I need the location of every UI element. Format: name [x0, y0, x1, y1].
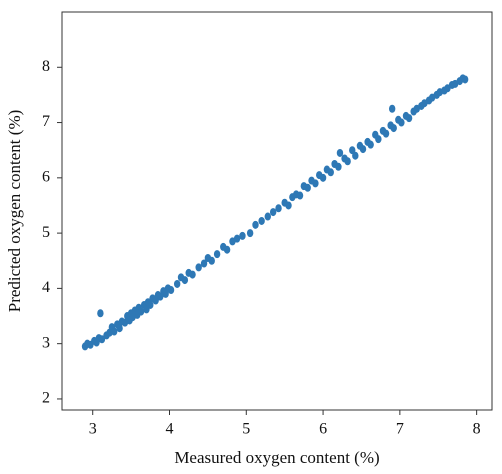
point	[312, 179, 319, 188]
point	[173, 279, 181, 288]
point	[97, 309, 104, 318]
point	[296, 191, 304, 200]
x-axis-title: Measured oxygen content (%)	[174, 448, 379, 467]
point	[208, 256, 215, 265]
y-tick-label: 4	[42, 279, 50, 296]
point	[223, 245, 231, 254]
point	[264, 212, 271, 221]
point	[359, 145, 367, 154]
point	[367, 140, 374, 149]
point	[213, 250, 221, 259]
y-tick-label: 3	[42, 334, 50, 351]
y-tick-label: 8	[42, 58, 50, 75]
x-tick-label: 5	[242, 421, 250, 438]
point	[319, 173, 327, 182]
point	[137, 307, 145, 316]
y-tick-label: 5	[42, 224, 50, 241]
point	[285, 201, 292, 210]
point	[405, 114, 413, 123]
point	[335, 162, 342, 171]
point	[382, 129, 390, 138]
point	[269, 208, 277, 217]
x-tick-label: 4	[166, 421, 174, 438]
point	[181, 276, 189, 285]
point	[246, 229, 254, 238]
point	[258, 216, 265, 225]
point	[336, 148, 344, 157]
point	[200, 259, 208, 268]
point	[304, 183, 311, 192]
x-tick-label: 6	[319, 421, 327, 438]
x-tick-label: 8	[473, 421, 481, 438]
point	[327, 168, 334, 177]
point	[239, 231, 246, 240]
point	[275, 204, 282, 213]
point	[252, 220, 259, 229]
y-axis-title: Predicted oxygen content (%)	[5, 110, 24, 313]
y-tick-label: 6	[42, 169, 50, 186]
point	[147, 300, 154, 309]
point	[461, 75, 469, 84]
point	[375, 135, 382, 144]
point	[167, 286, 175, 295]
point	[390, 124, 397, 133]
point	[398, 118, 405, 127]
point	[352, 151, 359, 160]
point	[116, 324, 123, 333]
point	[195, 263, 202, 272]
y-tick-label: 7	[42, 113, 50, 130]
plot-frame	[61, 11, 493, 411]
point	[233, 234, 241, 243]
y-tick-label: 2	[42, 390, 50, 407]
point	[388, 104, 396, 113]
point	[111, 327, 118, 336]
x-tick-label: 7	[396, 421, 404, 438]
point	[344, 157, 351, 166]
point	[189, 270, 196, 279]
x-tick-label: 3	[89, 421, 97, 438]
point	[98, 335, 106, 344]
